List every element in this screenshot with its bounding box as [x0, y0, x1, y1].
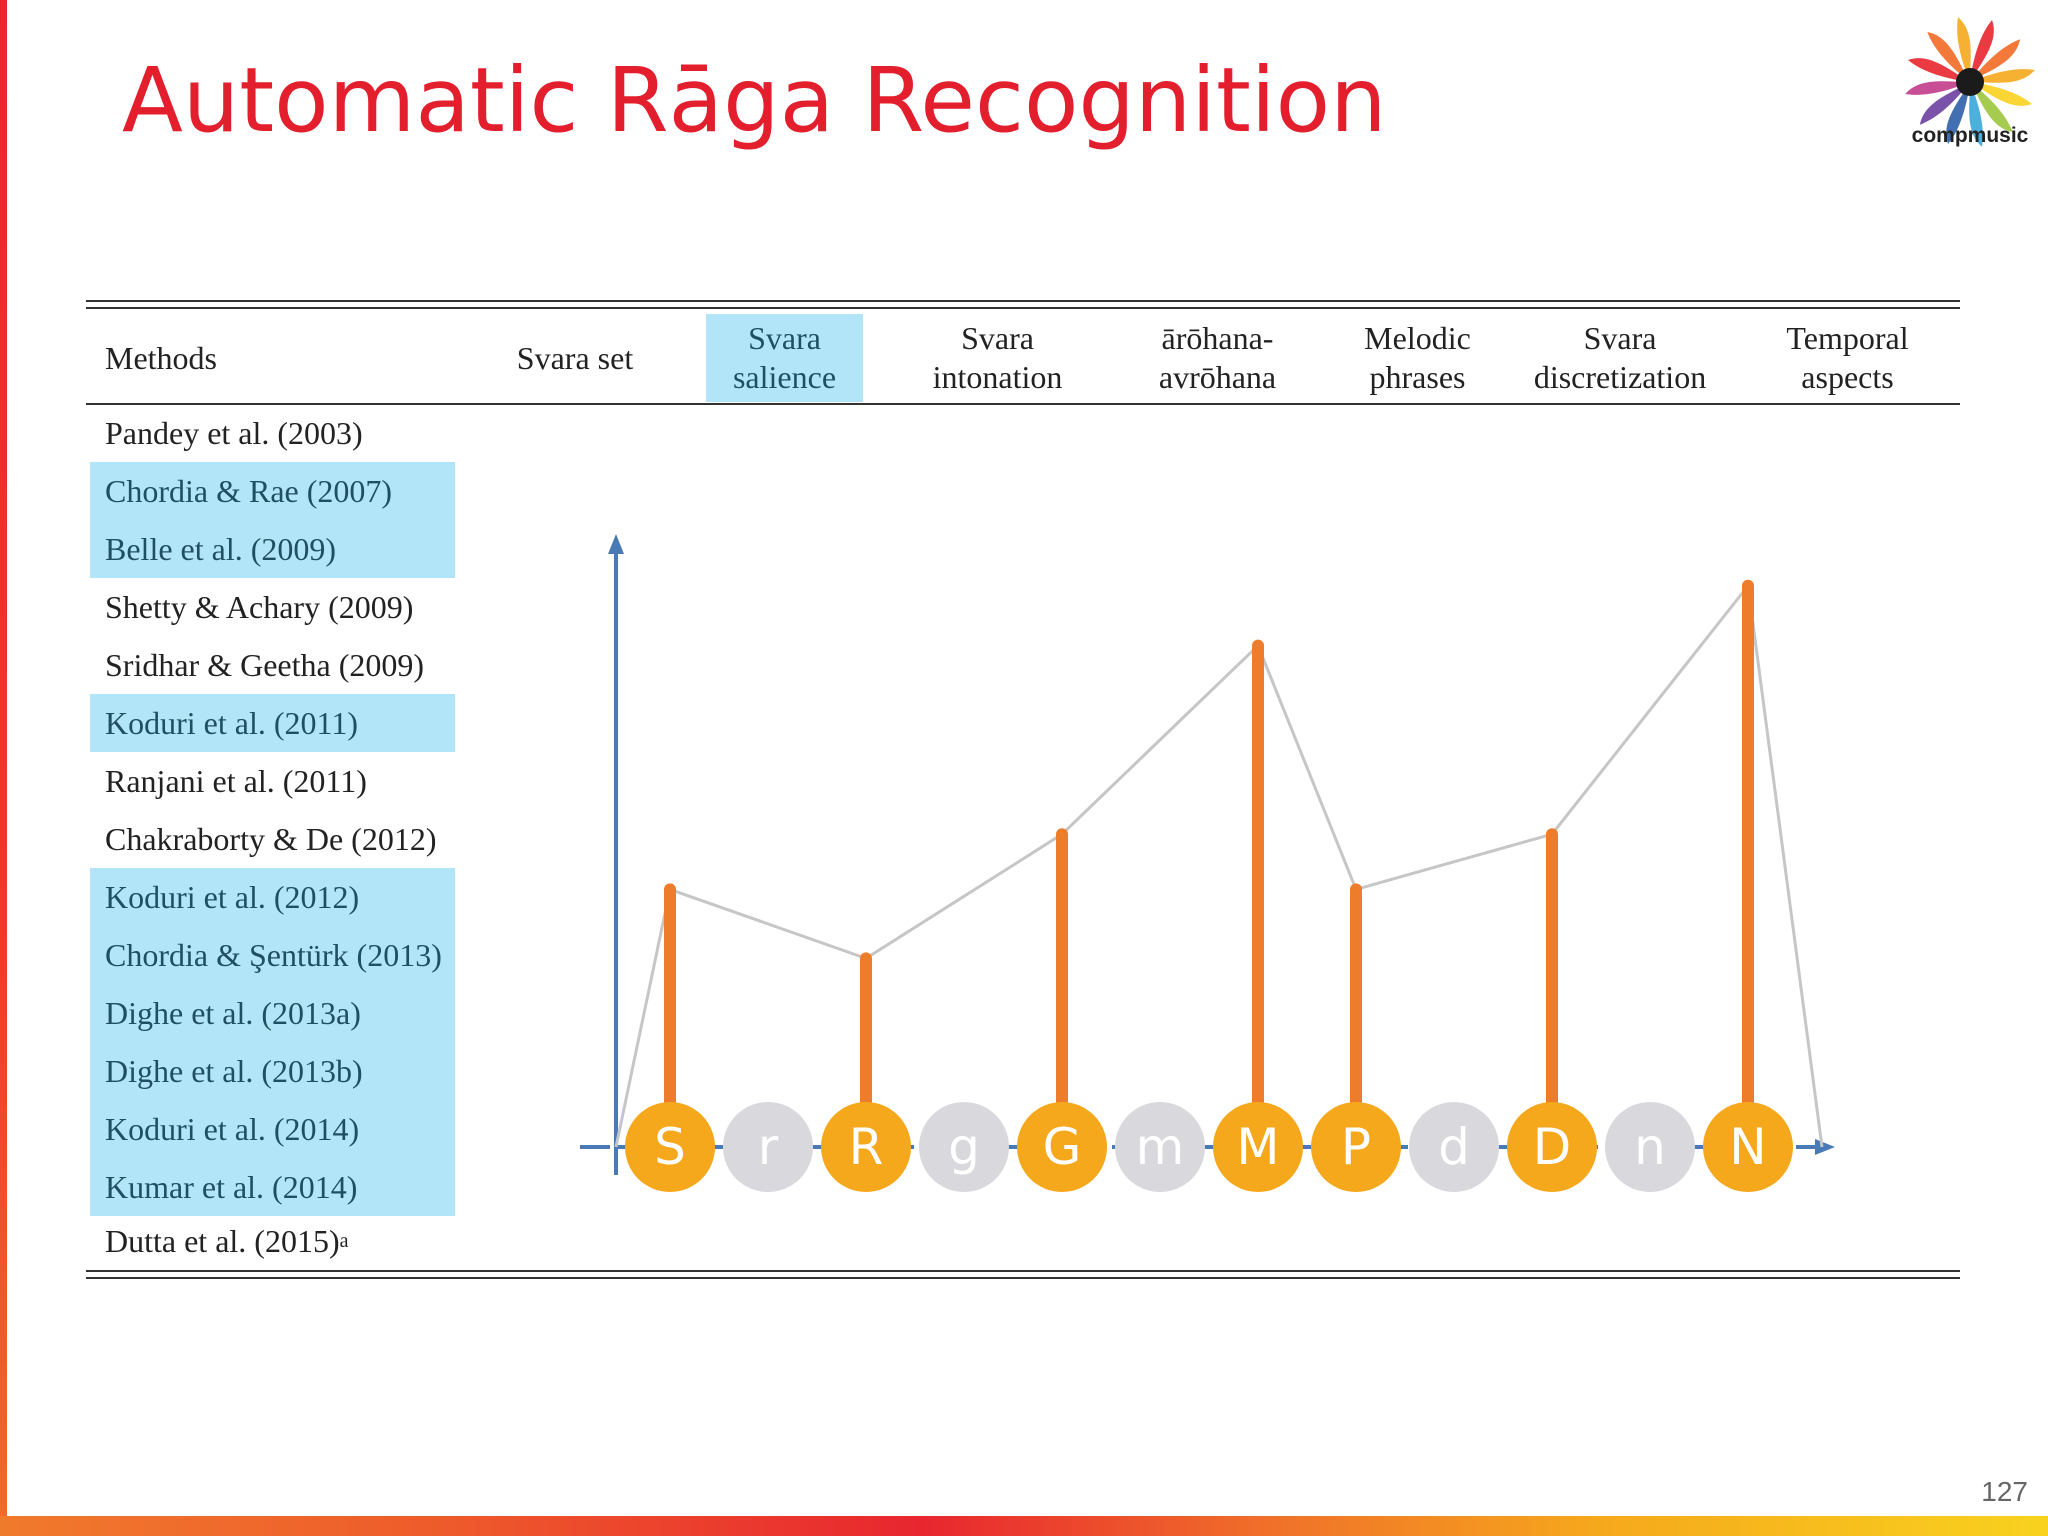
svara-label-S: S	[654, 1118, 686, 1176]
svara-circle-n	[1605, 1102, 1695, 1192]
method-row: Koduri et al. (2011)	[90, 694, 455, 752]
logo-petal	[1970, 82, 2032, 106]
svara-label-M: M	[1236, 1118, 1279, 1176]
header-methods: Methods	[105, 339, 217, 376]
method-row: Dutta et al. (2015) a	[90, 1212, 455, 1270]
svara-label-r: r	[758, 1118, 779, 1176]
method-row: Koduri et al. (2014)	[90, 1100, 455, 1158]
slide-title: Automatic Rāga Recognition	[122, 48, 1387, 152]
method-row: Chakraborty & De (2012)	[105, 820, 437, 857]
logo-petal	[1908, 58, 1970, 82]
svara-label-m: m	[1136, 1118, 1185, 1176]
header-svara-salience: Svara salience	[706, 314, 863, 402]
svara-label-P: P	[1341, 1118, 1371, 1176]
table-bottom-rule-1	[86, 1270, 1960, 1272]
svara-circle-m	[1115, 1102, 1205, 1192]
svara-label-g: g	[948, 1118, 980, 1176]
svara-circle-M	[1213, 1102, 1303, 1192]
svara-circle-S	[625, 1102, 715, 1192]
method-row: Pandey et al. (2003)	[105, 414, 363, 451]
logo-petal	[1919, 82, 1970, 125]
svara-circle-N	[1703, 1102, 1793, 1192]
logo-petal	[1970, 82, 2013, 133]
logo-petal	[1957, 17, 1971, 82]
x-axis-arrow	[1815, 1139, 1835, 1155]
svara-circle-P	[1311, 1102, 1401, 1192]
logo-petal	[1946, 82, 1970, 144]
svara-label-G: G	[1043, 1118, 1082, 1176]
y-axis-arrow	[608, 534, 624, 554]
svara-circle-D	[1507, 1102, 1597, 1192]
header-temporal-aspects: Temporal aspects	[1786, 320, 1909, 395]
logo-petal	[1905, 81, 1970, 95]
svara-label-R: R	[849, 1118, 884, 1176]
method-row: Dighe et al. (2013b)	[90, 1042, 455, 1100]
method-label: Dutta et al. (2015)	[105, 1222, 340, 1259]
svara-label-d: d	[1438, 1118, 1470, 1176]
header-svara-intonation: Svara intonation	[932, 320, 1063, 395]
logo-petal	[1970, 39, 2021, 82]
svara-circle-r	[723, 1102, 813, 1192]
logo-petal	[1927, 31, 1970, 82]
bottom-gradient-band	[0, 1516, 2048, 1536]
header-svara-set: Svara set	[516, 339, 634, 376]
compmusic-logo-icon	[1905, 17, 2035, 147]
svara-circle-R	[821, 1102, 911, 1192]
header-melodic-phrases: Melodic phrases	[1364, 320, 1471, 395]
method-row: Dighe et al. (2013a)	[90, 984, 455, 1042]
table-bottom-rule-2	[86, 1277, 1960, 1279]
table-header-rule	[86, 403, 1960, 405]
svara-circle-G	[1017, 1102, 1107, 1192]
svara-circle-d	[1409, 1102, 1499, 1192]
logo-petal	[1969, 82, 1983, 147]
table-top-rule-2	[86, 307, 1960, 309]
table-top-rule-1	[86, 300, 1960, 302]
left-accent-bar	[0, 0, 7, 1536]
method-row: Chordia & Rae (2007)	[90, 462, 455, 520]
logo-text: compmusic	[1911, 124, 2029, 147]
svara-label-D: D	[1533, 1118, 1572, 1176]
method-row: Chordia & Şentürk (2013)	[90, 926, 455, 984]
header-svara-discretization: Svara discretization	[1533, 320, 1707, 395]
page-number: 127	[1981, 1476, 2028, 1507]
logo-petal	[1970, 69, 2035, 83]
logo-petal	[1970, 20, 1994, 82]
method-row: Sridhar & Geetha (2009)	[105, 646, 425, 683]
method-row: Belle et al. (2009)	[90, 520, 455, 578]
header-arohana-avrohana: ārōhana- avrōhana	[1158, 320, 1277, 395]
svara-label-N: N	[1729, 1118, 1766, 1176]
svara-circle-g	[919, 1102, 1009, 1192]
method-row: Koduri et al. (2012)	[90, 868, 455, 926]
method-footnote-mark: a	[339, 1229, 349, 1252]
method-row: Shetty & Achary (2009)	[105, 588, 414, 625]
salience-envelope	[614, 582, 1824, 1148]
method-row: Ranjani et al. (2011)	[105, 762, 367, 799]
svara-label-n: n	[1634, 1118, 1666, 1176]
method-row: Kumar et al. (2014)	[90, 1158, 455, 1216]
